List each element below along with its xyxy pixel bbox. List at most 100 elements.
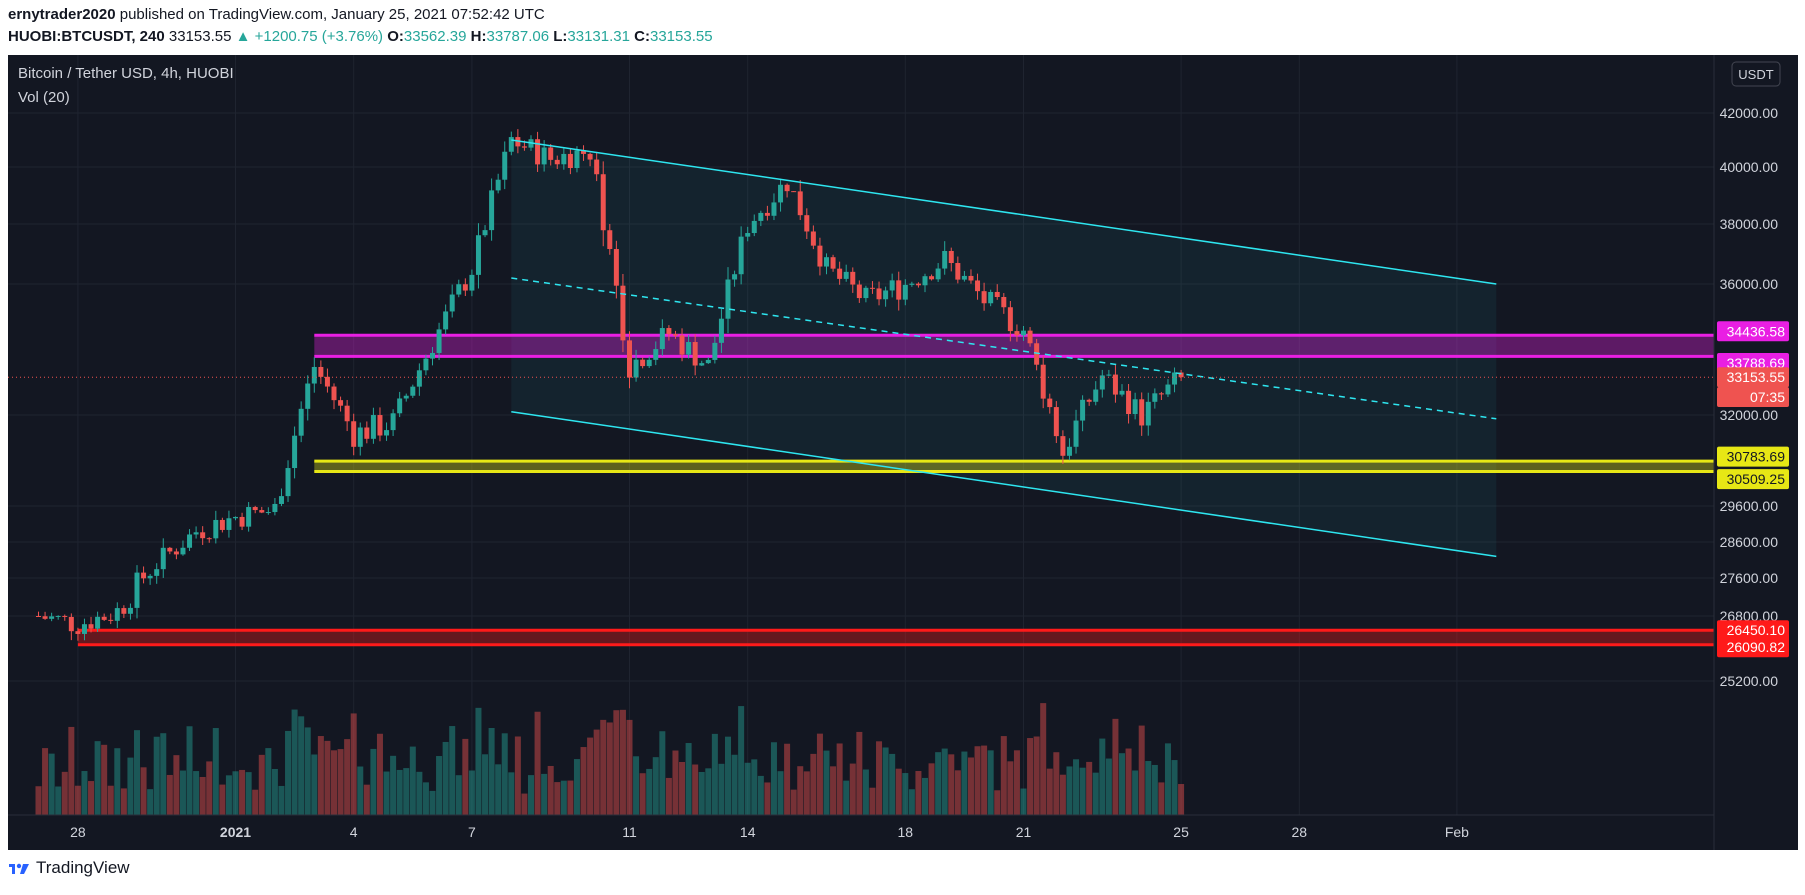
close-label: C:	[634, 28, 650, 45]
candle-body	[259, 510, 265, 513]
volume-bar	[1040, 703, 1047, 815]
candle	[758, 210, 764, 227]
candle	[988, 289, 994, 307]
candle-body	[541, 147, 547, 165]
candle-body	[495, 179, 501, 191]
candle-body	[988, 291, 994, 304]
volume-bar	[718, 763, 725, 815]
tradingview-logo-icon[interactable]	[8, 860, 30, 876]
volume-bar	[304, 727, 311, 815]
volume-bar	[206, 761, 213, 815]
candle	[1053, 401, 1059, 444]
volume-bar	[120, 788, 127, 815]
candle-body	[88, 624, 94, 629]
candle	[896, 271, 902, 311]
candle-body	[1060, 436, 1066, 456]
last-price: 33153.55	[168, 28, 232, 45]
candle	[1172, 367, 1178, 393]
candle-body	[587, 153, 593, 160]
brand-name[interactable]: TradingView	[36, 858, 130, 877]
candle-body	[554, 159, 560, 165]
volume-bar	[376, 733, 383, 815]
candle-body	[311, 366, 317, 384]
candle-body	[298, 408, 304, 436]
zone-bottom-price-label-text: 30509.25	[1727, 471, 1786, 487]
volume-bar	[843, 780, 850, 815]
candle	[646, 356, 652, 369]
zone-top-price-label-bg	[1717, 446, 1789, 467]
candle-body	[929, 276, 935, 280]
volume-bar	[633, 756, 640, 815]
price-labels: 34436.58 33788.69 30783.69 30509.25 26450.10…	[1717, 321, 1789, 658]
footer: TradingView	[8, 858, 130, 878]
candle-body	[1178, 372, 1184, 378]
candle-body	[810, 231, 816, 246]
price-tick-label: 38000.00	[1720, 216, 1779, 232]
candle-body	[219, 519, 225, 530]
candle	[975, 273, 981, 300]
candle	[1158, 391, 1164, 400]
candle	[167, 546, 173, 555]
countdown-label-bg	[1717, 386, 1789, 407]
candle-body	[272, 503, 278, 513]
volume-bar	[685, 743, 692, 815]
volume-bar	[107, 785, 114, 815]
volume-bar	[298, 716, 305, 815]
volume-bar	[672, 750, 679, 815]
time-axis[interactable]: 28 2021 4 7 11 14 18 21 25 28 Feb	[70, 824, 1469, 840]
candle	[1099, 369, 1105, 398]
volume-bar	[390, 755, 397, 815]
zone-bottom-price-label: 30509.25	[1717, 469, 1789, 490]
volume-bar	[468, 770, 475, 815]
candle	[935, 263, 941, 282]
candle-body	[377, 415, 383, 436]
candle	[193, 526, 199, 539]
volume-bar	[429, 790, 436, 815]
candle	[443, 304, 449, 335]
volume-bar	[94, 741, 101, 815]
candle-body	[745, 233, 751, 237]
candle	[42, 611, 48, 620]
candle-body	[1172, 372, 1178, 385]
candle-body	[797, 191, 803, 216]
candle-body	[824, 257, 829, 267]
volume-bar	[652, 757, 659, 815]
zone-top-price-label: 26450.10	[1717, 620, 1789, 641]
candle-body	[784, 184, 790, 192]
volume-bar	[613, 710, 620, 815]
candle	[1106, 369, 1112, 377]
volume-bar	[449, 726, 456, 815]
volume-bar	[160, 733, 167, 815]
volume-bar	[35, 786, 42, 815]
candle	[751, 214, 757, 237]
volume-bar	[961, 751, 968, 815]
candle-body	[1073, 420, 1079, 447]
candle	[587, 152, 593, 167]
price-axis[interactable]: 42000.00 40000.00 38000.00 36000.00 32000.00…	[1720, 105, 1779, 689]
candle	[259, 506, 265, 514]
volume-bar	[1164, 743, 1171, 815]
candle	[791, 191, 797, 193]
volume-bar	[606, 722, 613, 815]
price-chart[interactable]: 42000.00 40000.00 38000.00 36000.00 32000.00…	[8, 55, 1798, 850]
volume-bar	[528, 775, 534, 815]
candle	[430, 346, 435, 366]
candle-body	[318, 366, 324, 377]
volume-bar	[1007, 761, 1014, 815]
candle	[948, 247, 954, 272]
price-change: ▲ +1200.75 (+3.76%)	[235, 28, 384, 45]
candle	[384, 422, 390, 441]
candle-body	[1106, 374, 1112, 376]
volume-bar	[1013, 750, 1020, 815]
candle-body	[351, 421, 357, 447]
author-name[interactable]: ernytrader2020	[8, 6, 116, 23]
candle-body	[1099, 375, 1105, 390]
currency-button[interactable]: USDT	[1731, 61, 1781, 87]
volume-bar	[488, 727, 495, 815]
candle-body	[252, 507, 258, 511]
candle-body	[147, 575, 153, 579]
candle-body	[515, 137, 521, 147]
chart-title: Bitcoin / Tether USD, 4h, HUOBI	[18, 65, 234, 82]
candle-body	[1014, 331, 1020, 336]
volume-bar	[862, 769, 869, 815]
